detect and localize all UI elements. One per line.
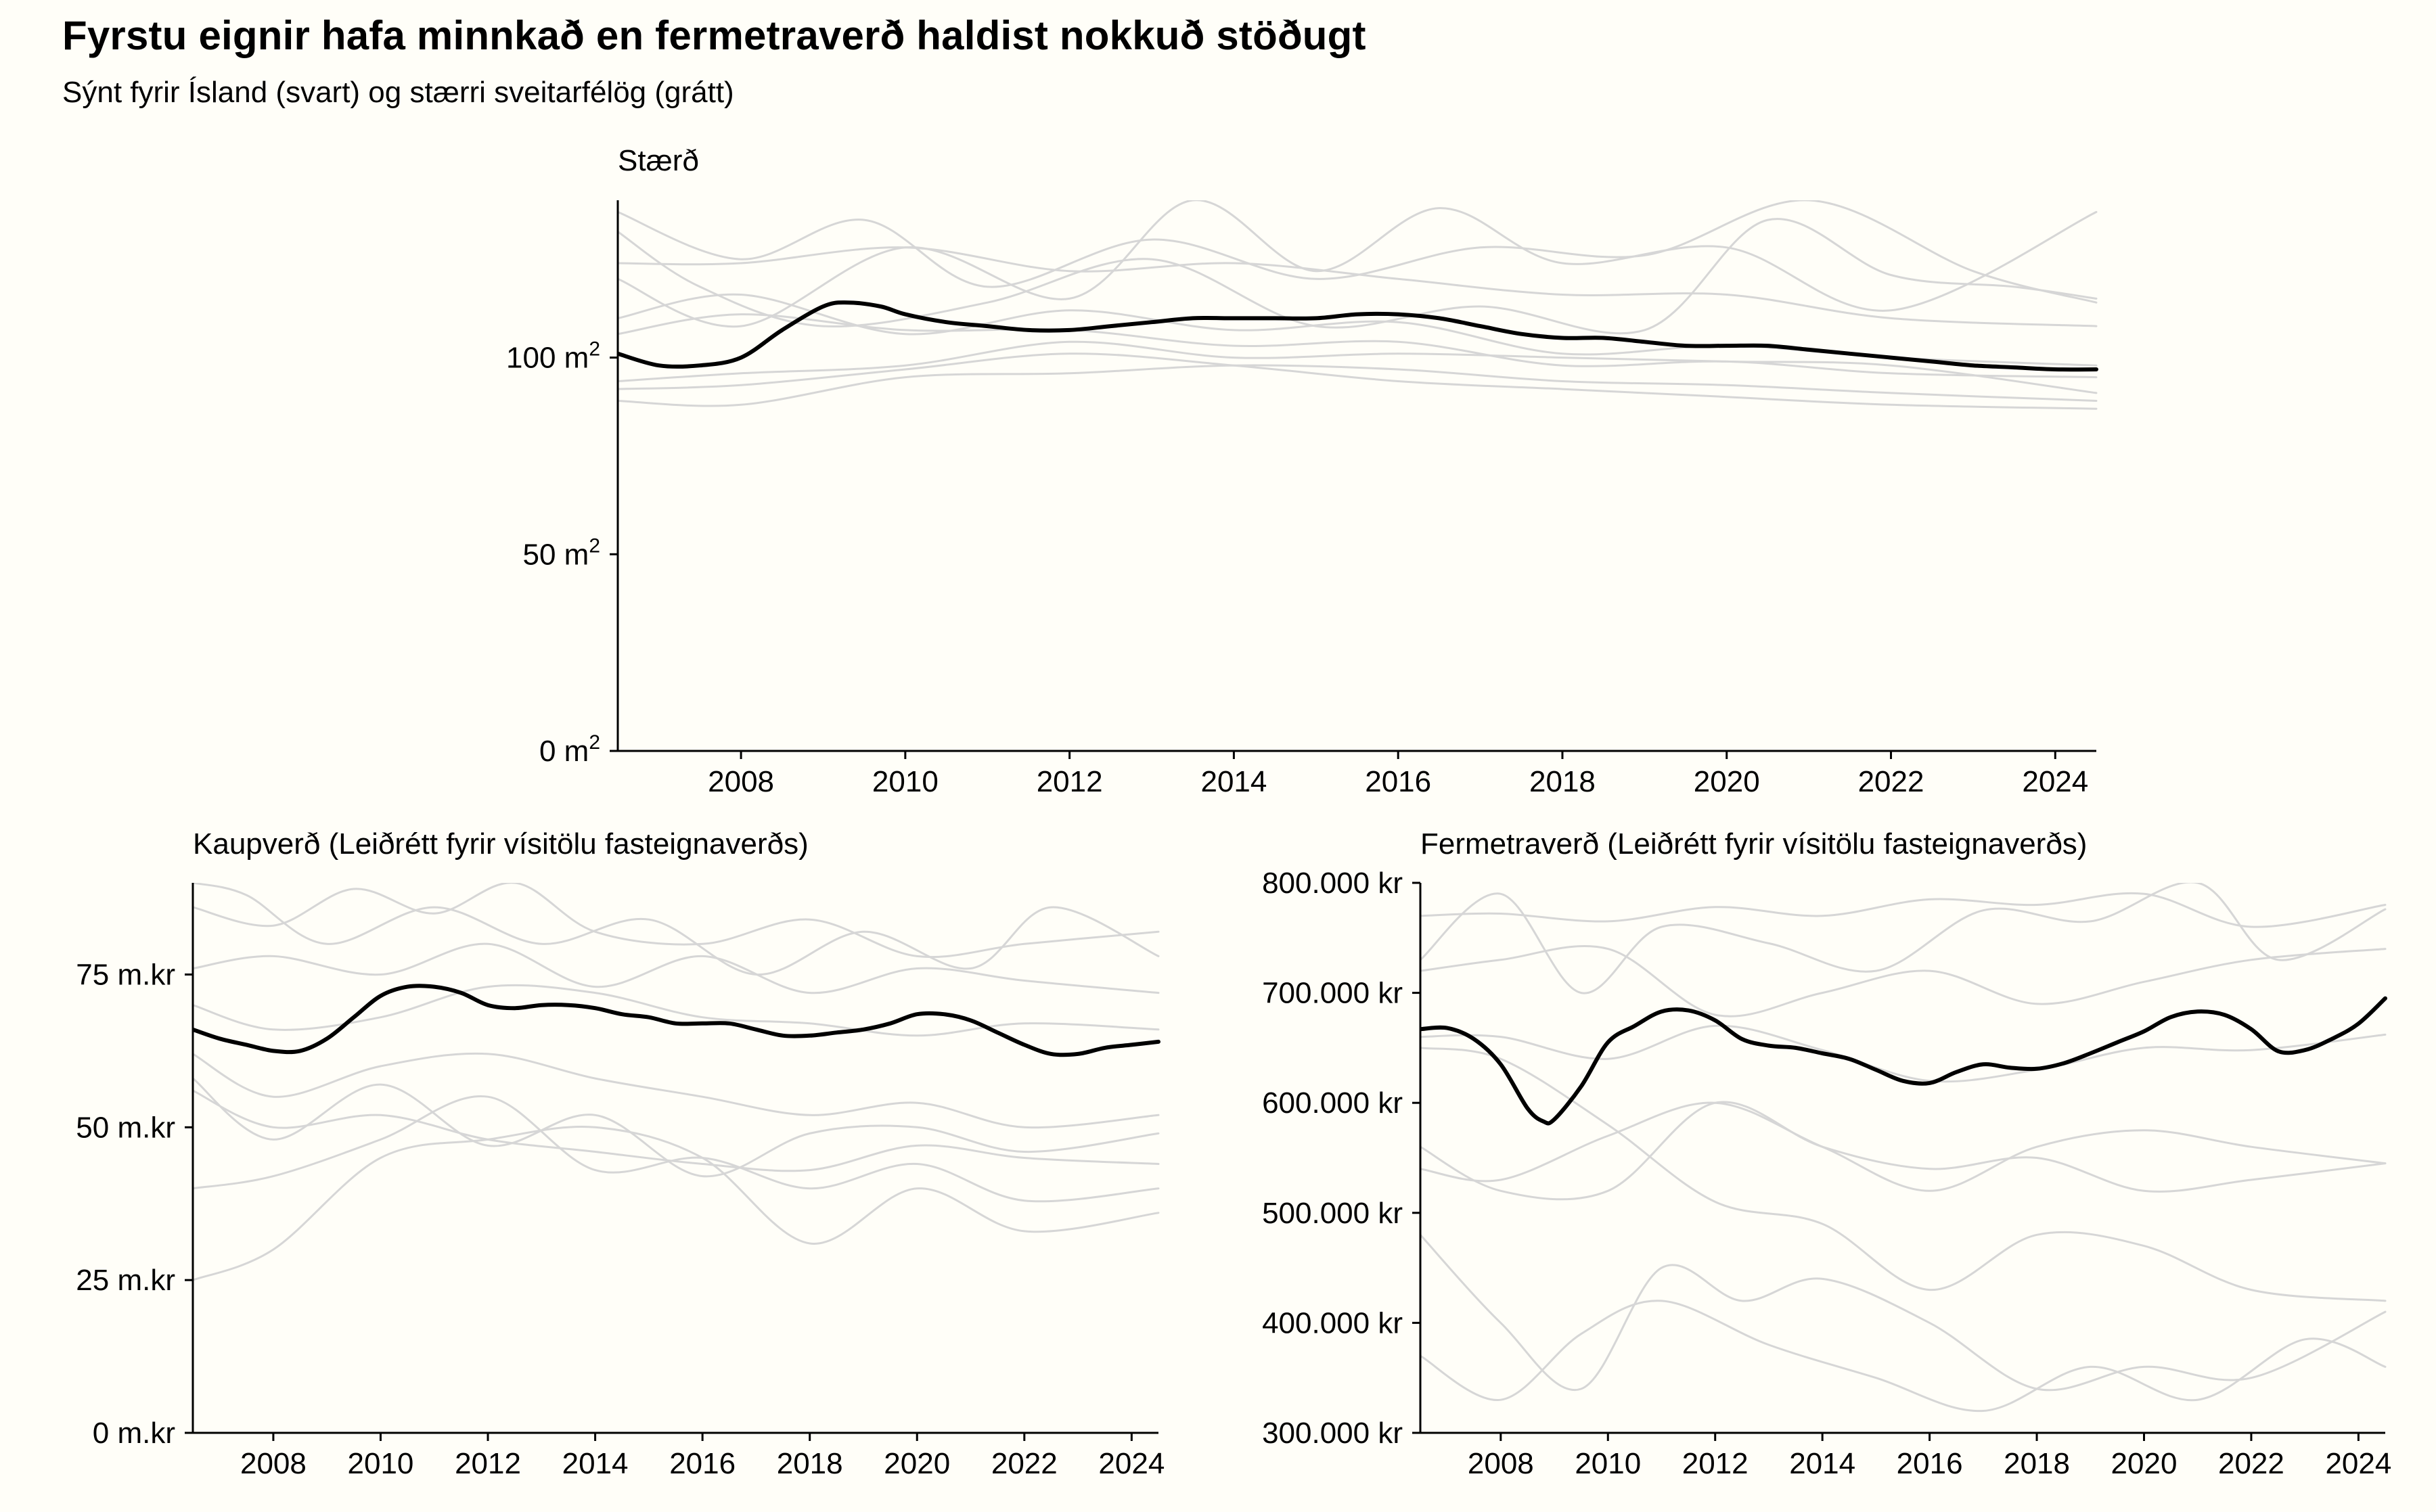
x-tick-label: 2022 — [1858, 765, 1924, 798]
panel-fermetraverd: Fermetraverð (Leiðrétt fyrir vísitölu fa… — [1262, 827, 2391, 1480]
x-tick-label: 2008 — [240, 1447, 307, 1480]
x-tick-label: 2012 — [1682, 1447, 1749, 1480]
series-line-municipality-3 — [193, 1077, 1160, 1178]
series-line-municipality-7 — [618, 200, 2098, 328]
y-tick-label: 300.000 kr — [1262, 1417, 1403, 1450]
series-group — [618, 200, 2098, 410]
x-tick-label: 2016 — [1365, 765, 1431, 798]
series-line-municipality-5 — [193, 984, 1160, 1037]
y-tick-label: 800.000 kr — [1262, 867, 1403, 900]
series-line-municipality-9 — [1420, 1047, 2387, 1302]
x-tick-label: 2016 — [669, 1447, 736, 1480]
x-tick-label: 2020 — [1694, 765, 1760, 798]
series-line-municipality-6 — [193, 942, 1160, 994]
series-line-municipality-4 — [193, 1052, 1160, 1129]
x-tick-label: 2022 — [991, 1447, 1058, 1480]
series-group — [1420, 883, 2387, 1413]
panel-title-staerd: Stærð — [618, 144, 699, 177]
x-tick-label: 2024 — [2022, 765, 2088, 798]
y-tick-label: 0 m.kr — [93, 1417, 175, 1450]
x-tick-label: 2010 — [872, 765, 939, 798]
x-tick-label: 2018 — [2004, 1447, 2070, 1480]
panel-kaupverd: Kaupverð (Leiðrétt fyrir vísitölu fastei… — [76, 827, 1165, 1480]
series-line-iceland — [1420, 996, 2387, 1126]
series-line-municipality-1 — [618, 246, 2098, 327]
y-tick-label: 100 m2 — [506, 338, 600, 375]
series-line-municipality-2 — [193, 1095, 1160, 1203]
series-line-municipality-9 — [193, 1089, 1160, 1172]
series-line-municipality-7 — [193, 883, 1160, 976]
x-tick-label: 2020 — [2111, 1447, 2178, 1480]
series-line-municipality-6 — [1420, 1101, 2387, 1201]
panel-staerd: Stærð 0 m2 50 m2 100 m2 2008 2010 2012 2014 2016… — [506, 144, 2098, 798]
series-group — [193, 883, 1160, 1281]
panel-title-kaupverd: Kaupverð (Leiðrétt fyrir vísitölu fastei… — [193, 827, 809, 861]
series-line-municipality-3 — [618, 313, 2098, 379]
series-line-municipality-9 — [618, 352, 2098, 410]
series-line-iceland — [193, 984, 1160, 1057]
x-tick-label: 2018 — [777, 1447, 843, 1480]
series-line-municipality-1 — [193, 1126, 1160, 1281]
x-tick-label: 2024 — [2325, 1447, 2391, 1480]
series-line-municipality-5 — [618, 340, 2098, 394]
x-tick-label: 2010 — [348, 1447, 414, 1480]
x-tick-label: 2008 — [1468, 1447, 1534, 1480]
x-tick-label: 2010 — [1575, 1447, 1641, 1480]
series-line-municipality-4 — [1420, 1024, 2387, 1083]
series-line-iceland — [618, 300, 2098, 372]
x-tick-label: 2008 — [708, 765, 774, 798]
x-tick-label: 2014 — [562, 1447, 629, 1480]
series-line-municipality-5 — [1420, 1101, 2387, 1192]
panel-title-fermetraverd: Fermetraverð (Leiðrétt fyrir vísitölu fa… — [1420, 827, 2087, 861]
x-tick-label: 2016 — [1897, 1447, 1963, 1480]
series-line-municipality-8 — [193, 883, 1160, 959]
series-line-municipality-3 — [1420, 945, 2387, 1017]
x-tick-label: 2014 — [1789, 1447, 1855, 1480]
series-line-municipality-2 — [618, 200, 2098, 304]
y-tick-label: 600.000 kr — [1262, 1086, 1403, 1120]
x-tick-label: 2014 — [1200, 765, 1267, 798]
y-tick-label: 700.000 kr — [1262, 977, 1403, 1010]
series-line-municipality-4 — [618, 364, 2098, 407]
chart-subtitle: Sýnt fyrir Ísland (svart) og stærri svei… — [62, 76, 734, 109]
y-tick-label: 75 m.kr — [76, 959, 175, 992]
x-tick-label: 2022 — [2218, 1447, 2284, 1480]
series-line-municipality-7 — [1420, 1233, 2387, 1392]
series-line-municipality-2 — [1420, 883, 2387, 994]
chart-title: Fyrstu eignir hafa minnkað en fermetrave… — [62, 13, 1366, 58]
series-line-municipality-8 — [1420, 1300, 2387, 1413]
series-line-municipality-1 — [1420, 892, 2387, 928]
y-tick-label: 500.000 kr — [1262, 1197, 1403, 1230]
x-tick-label: 2020 — [884, 1447, 950, 1480]
x-tick-label: 2012 — [1037, 765, 1103, 798]
y-tick-label: 0 m2 — [539, 731, 600, 768]
y-tick-label: 400.000 kr — [1262, 1306, 1403, 1339]
y-tick-label: 25 m.kr — [76, 1264, 175, 1297]
y-tick-label: 50 m.kr — [76, 1111, 175, 1144]
x-tick-label: 2012 — [455, 1447, 521, 1480]
x-tick-label: 2024 — [1098, 1447, 1165, 1480]
y-tick-label: 50 m2 — [522, 534, 600, 571]
x-tick-label: 2018 — [1529, 765, 1596, 798]
